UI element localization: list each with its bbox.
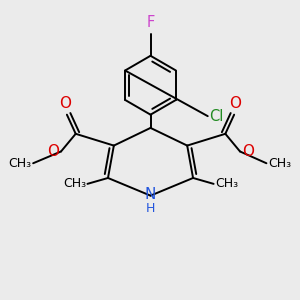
Text: Cl: Cl	[209, 109, 224, 124]
Text: H: H	[146, 202, 155, 214]
Text: O: O	[242, 144, 254, 159]
Text: CH₃: CH₃	[9, 157, 32, 170]
Text: O: O	[230, 96, 242, 111]
Text: CH₃: CH₃	[63, 177, 86, 190]
Text: CH₃: CH₃	[268, 157, 291, 170]
Text: O: O	[47, 144, 59, 159]
Text: CH₃: CH₃	[215, 177, 238, 190]
Text: O: O	[59, 96, 71, 111]
Text: F: F	[146, 15, 154, 30]
Text: N: N	[145, 187, 156, 202]
